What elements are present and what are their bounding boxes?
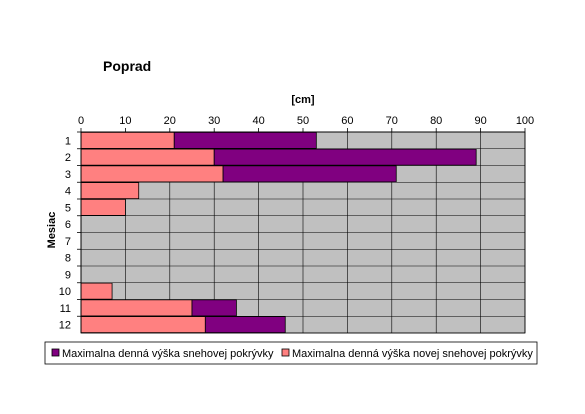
x-tick-label: 80 — [430, 115, 442, 127]
legend-box — [44, 341, 538, 365]
plot-border — [80, 131, 526, 334]
y-tick-label: 7 — [65, 236, 71, 248]
x-axis-title: [cm] — [291, 94, 315, 106]
x-tick-label: 90 — [474, 115, 486, 127]
y-tick-label: 3 — [65, 169, 71, 181]
bar-series-0-month-4 — [80, 182, 140, 200]
x-tick-label: 50 — [297, 115, 309, 127]
legend-swatch — [281, 348, 290, 357]
y-tick-label: 11 — [60, 303, 71, 315]
y-tick-label: 1 — [65, 135, 71, 147]
x-tick-label: 70 — [386, 115, 398, 127]
y-tick-label: 10 — [59, 286, 71, 298]
x-tick-label: 60 — [341, 115, 353, 127]
bar-series-0-month-5 — [80, 198, 126, 216]
bar-series-0-month-3 — [80, 165, 224, 183]
bar-series-1-month-3 — [222, 165, 397, 183]
bar-series-0-month-1 — [80, 131, 175, 149]
y-tick-label: 6 — [65, 219, 71, 231]
bar-series-0-month-12 — [80, 316, 206, 334]
legend-label: Maximalna denná výška novej snehovej pok… — [292, 348, 533, 360]
bar-series-1-month-12 — [204, 316, 286, 334]
bar-series-1-month-11 — [191, 299, 237, 317]
x-tick-label: 10 — [119, 115, 131, 127]
y-tick-label: 12 — [59, 320, 71, 332]
legend-label: Maximalna denná výška snehovej pokrývky — [62, 348, 274, 360]
bar-series-0-month-10 — [80, 282, 113, 300]
x-tick-label: 100 — [516, 115, 534, 127]
y-tick-label: 9 — [65, 269, 71, 281]
bar-series-1-month-2 — [213, 148, 477, 166]
x-tick-label: 30 — [208, 115, 220, 127]
y-tick-label: 4 — [65, 186, 71, 198]
x-tick-label: 20 — [164, 115, 176, 127]
x-tick-label: 40 — [252, 115, 264, 127]
legend-swatch — [51, 348, 60, 357]
y-tick-label: 2 — [65, 152, 71, 164]
legend: Maximalna denná výška snehovej pokrývky M… — [44, 341, 538, 365]
x-tick-label: 0 — [78, 115, 84, 127]
y-axis-title: Mesiac — [46, 212, 58, 249]
bar-series-1-month-1 — [173, 131, 317, 149]
y-tick-label: 8 — [65, 253, 71, 265]
bar-series-0-month-2 — [80, 148, 215, 166]
y-tick-label: 5 — [65, 202, 71, 214]
bar-series-0-month-11 — [80, 299, 193, 317]
chart-title: Poprad — [103, 58, 151, 74]
